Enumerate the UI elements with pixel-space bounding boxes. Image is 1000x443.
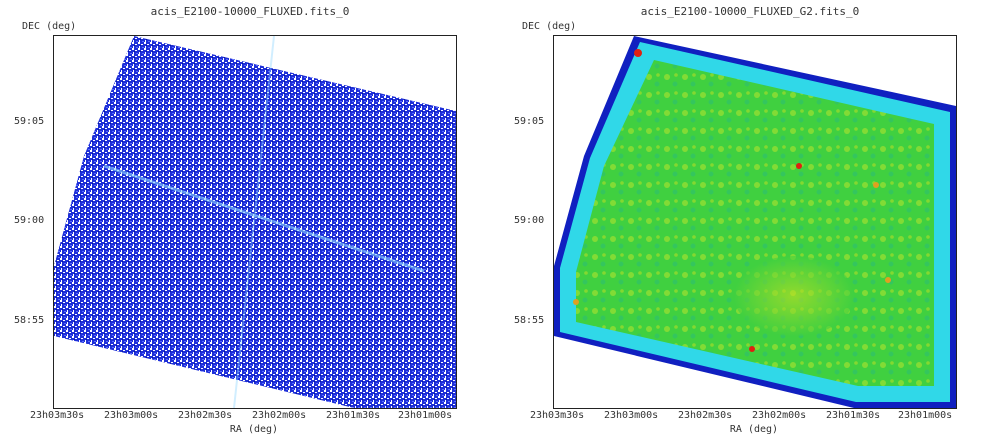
dec-tick: 59:00 <box>514 215 544 226</box>
ra-axis-label: RA (deg) <box>729 424 779 435</box>
ra-tick: 23h03m30s <box>530 410 584 421</box>
dec-axis-label: DEC (deg) <box>522 21 577 32</box>
image-title: acis_E2100-10000_FLUXED_G2.fits_0 <box>640 5 860 18</box>
ra-tick: 23h01m00s <box>398 410 452 421</box>
dec-tick: 58:55 <box>14 315 44 326</box>
ra-axis-label: RA (deg) <box>229 424 279 435</box>
ra-tick: 23h03m00s <box>604 410 658 421</box>
image-title: acis_E2100-10000_FLUXED.fits_0 <box>150 5 350 18</box>
dec-tick: 59:05 <box>14 116 44 127</box>
fluxed-image <box>54 36 456 408</box>
dec-tick: 59:05 <box>514 116 544 127</box>
dec-tick: 58:55 <box>514 315 544 326</box>
point-source <box>634 49 642 57</box>
ra-tick: 23h02m00s <box>252 410 306 421</box>
point-source <box>796 163 802 169</box>
point-source <box>749 346 755 352</box>
point-source <box>885 277 891 283</box>
dec-axis-label: DEC (deg) <box>22 21 77 32</box>
ra-tick: 23h02m00s <box>752 410 806 421</box>
ra-tick: 23h01m30s <box>826 410 880 421</box>
smoothed-image <box>554 36 956 408</box>
ra-tick: 23h03m30s <box>30 410 84 421</box>
point-source <box>873 182 879 188</box>
ra-tick: 23h02m30s <box>678 410 732 421</box>
right-image-panel: acis_E2100-10000_FLUXED_G2.fits_0 DEC (d… <box>500 0 1000 443</box>
point-source <box>573 299 579 305</box>
image-frame[interactable] <box>53 35 457 409</box>
ra-tick: 23h01m00s <box>898 410 952 421</box>
exposure-footprint <box>54 36 456 408</box>
ra-tick: 23h01m30s <box>326 410 380 421</box>
left-image-panel: acis_E2100-10000_FLUXED.fits_0 DEC (deg)… <box>14 5 457 435</box>
image-frame[interactable] <box>553 35 957 409</box>
dec-tick: 59:00 <box>14 215 44 226</box>
ra-tick: 23h02m30s <box>178 410 232 421</box>
ra-tick: 23h03m00s <box>104 410 158 421</box>
